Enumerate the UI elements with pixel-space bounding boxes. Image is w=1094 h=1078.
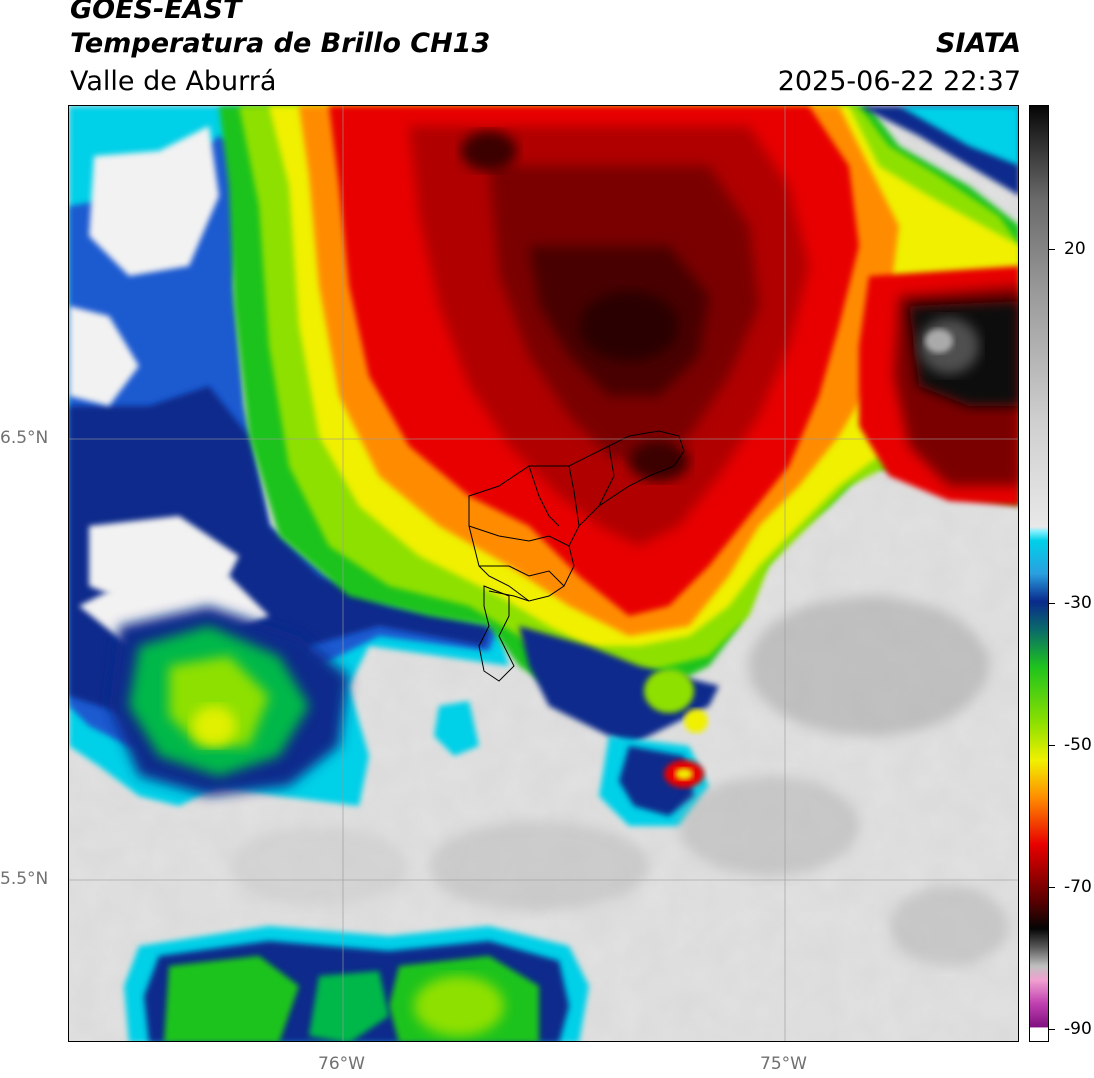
colorbar-tick bbox=[1049, 887, 1055, 888]
lat-label-5-5: 5.5°N bbox=[0, 869, 49, 889]
colorbar-label-minus50: -50 bbox=[1064, 735, 1092, 755]
lon-label-76: 76°W bbox=[318, 1054, 365, 1074]
aburra-valley-boundaries bbox=[468, 430, 685, 682]
organization-label: SIATA bbox=[935, 28, 1021, 59]
colorbar-tick bbox=[1049, 1029, 1055, 1030]
temperature-colorbar bbox=[1029, 105, 1049, 1042]
colorbar-tick bbox=[1049, 249, 1055, 250]
lon-label-75: 75°W bbox=[760, 1054, 807, 1074]
cloud-edge-northeast bbox=[859, 106, 1018, 195]
convective-system-main bbox=[219, 106, 1018, 706]
satellite-map[interactable] bbox=[68, 105, 1019, 1042]
cloud-field-southwest bbox=[124, 926, 589, 1041]
region-label: Valle de Aburrá bbox=[70, 66, 277, 97]
satellite-title: GOES-EAST bbox=[70, 0, 242, 25]
colorbar-tick bbox=[1049, 603, 1055, 604]
satellite-image bbox=[69, 106, 1018, 1041]
colorbar-tick bbox=[1049, 745, 1055, 746]
convective-cell-west bbox=[109, 606, 349, 796]
datetime-label: 2025-06-22 22:37 bbox=[777, 66, 1021, 97]
graticule bbox=[69, 106, 1018, 1041]
colorbar-label-minus70: -70 bbox=[1064, 877, 1092, 897]
product-title: Temperatura de Brillo CH13 bbox=[70, 28, 491, 59]
convective-cell-east bbox=[859, 266, 1018, 506]
colorbar-label-minus90: -90 bbox=[1064, 1019, 1092, 1039]
clear-sky-shading bbox=[229, 596, 1009, 966]
colorbar-label-minus30: -30 bbox=[1064, 593, 1092, 613]
colorbar-label-20: 20 bbox=[1064, 239, 1086, 259]
cloud-fringe-south bbox=[434, 626, 719, 826]
lat-label-6-5: 6.5°N bbox=[0, 428, 49, 448]
